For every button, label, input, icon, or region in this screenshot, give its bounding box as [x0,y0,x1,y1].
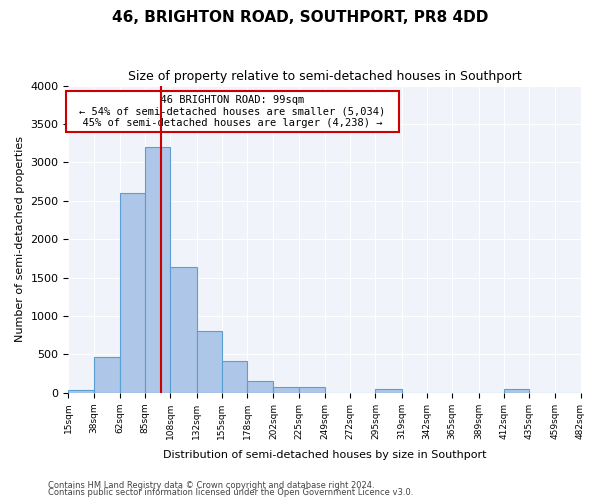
Text: 46 BRIGHTON ROAD: 99sqm  
← 54% of semi-detached houses are smaller (5,034)
  45: 46 BRIGHTON ROAD: 99sqm ← 54% of semi-de… [70,95,395,128]
Text: Contains HM Land Registry data © Crown copyright and database right 2024.: Contains HM Land Registry data © Crown c… [48,480,374,490]
Bar [504,389,529,393]
Bar [274,387,299,393]
Bar [68,390,94,393]
Bar [94,358,120,393]
Bar [145,147,170,393]
Bar [222,362,247,393]
Bar [376,389,402,393]
Bar [299,387,325,393]
Bar [120,193,145,393]
Text: Contains public sector information licensed under the Open Government Licence v3: Contains public sector information licen… [48,488,413,497]
Bar [170,267,197,393]
X-axis label: Distribution of semi-detached houses by size in Southport: Distribution of semi-detached houses by … [163,450,486,460]
Y-axis label: Number of semi-detached properties: Number of semi-detached properties [15,136,25,342]
Bar [197,332,222,393]
Title: Size of property relative to semi-detached houses in Southport: Size of property relative to semi-detach… [128,70,521,83]
Text: 46, BRIGHTON ROAD, SOUTHPORT, PR8 4DD: 46, BRIGHTON ROAD, SOUTHPORT, PR8 4DD [112,10,488,25]
Bar [247,382,274,393]
